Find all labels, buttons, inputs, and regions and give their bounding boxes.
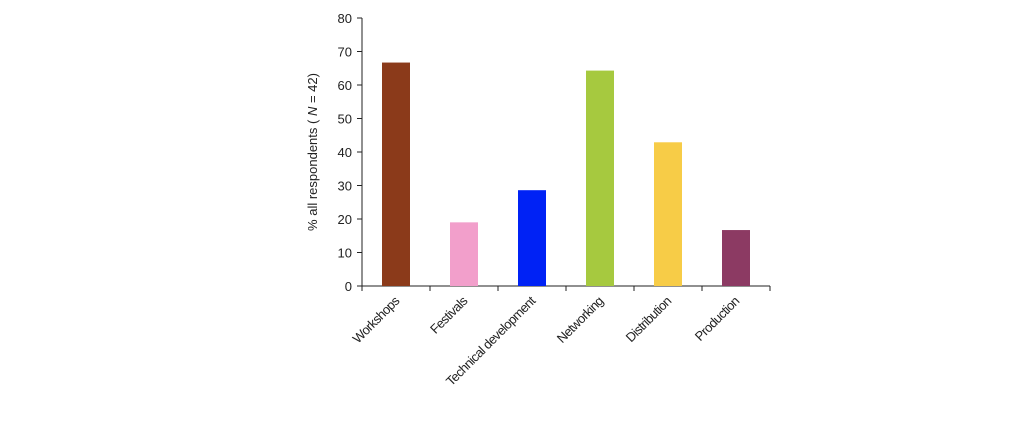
y-tick-label: 50 bbox=[338, 112, 352, 127]
y-tick-label: 70 bbox=[338, 45, 352, 60]
bar-festivals bbox=[450, 222, 478, 286]
x-category-label: Distribution bbox=[623, 293, 675, 345]
bar-networking bbox=[586, 70, 614, 286]
y-axis: 0 10 20 30 40 50 60 70 80 bbox=[338, 11, 363, 294]
bar-distribution bbox=[654, 142, 682, 286]
y-tick-label: 60 bbox=[338, 78, 352, 93]
bars bbox=[382, 62, 750, 287]
x-category-label: Production bbox=[692, 293, 743, 344]
y-axis-title: % all respondents ( N = 42) bbox=[305, 73, 320, 231]
x-axis bbox=[357, 285, 771, 291]
y-tick-label: 80 bbox=[338, 11, 352, 26]
bar-workshops bbox=[382, 62, 410, 287]
bar-production bbox=[722, 230, 750, 286]
x-category-label: Networking bbox=[554, 293, 607, 346]
y-tick-label: 20 bbox=[338, 212, 352, 227]
y-tick-label: 30 bbox=[338, 179, 352, 194]
bar-technical-development bbox=[518, 190, 546, 286]
y-tick-label: 0 bbox=[345, 279, 352, 294]
y-tick-label: 40 bbox=[338, 145, 352, 160]
x-category-label: Workshops bbox=[350, 293, 403, 346]
y-tick-label: 10 bbox=[338, 246, 352, 261]
x-category-label: Festivals bbox=[427, 293, 471, 337]
